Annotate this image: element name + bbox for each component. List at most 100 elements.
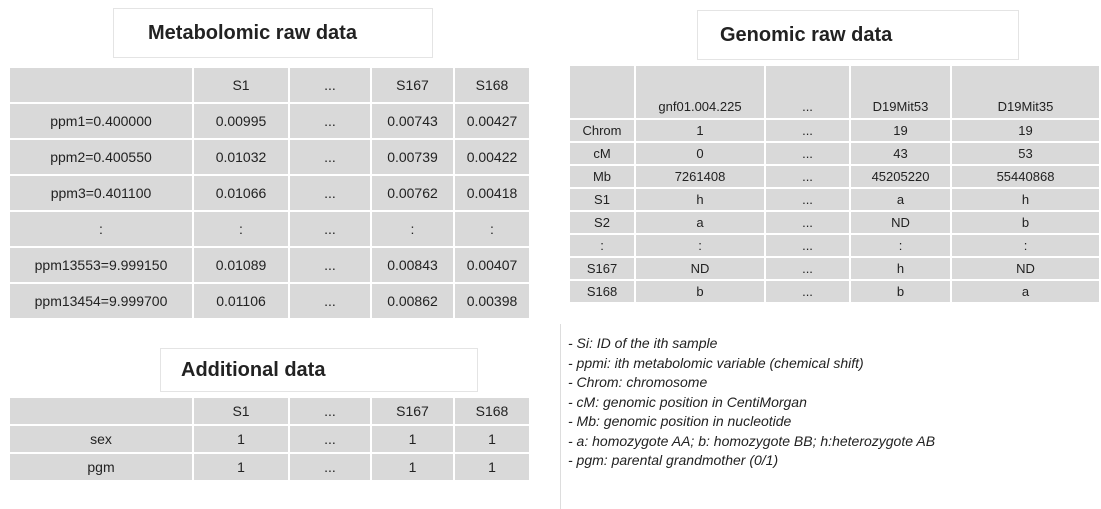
genomic-table: gnf01.004.225... D19Mit53 D19Mit35 Chrom 1..…	[568, 64, 1101, 304]
cell: 53	[950, 141, 1101, 166]
header-cell: S167	[370, 66, 455, 104]
cell: 45205220	[849, 164, 952, 189]
cell: b	[634, 279, 766, 304]
header-row: gnf01.004.225... D19Mit53 D19Mit35	[568, 64, 1101, 120]
row-label: Chrom	[568, 118, 636, 143]
cell: h	[634, 187, 766, 212]
legend-line: - Mb: genomic position in nucleotide	[568, 413, 792, 429]
cell: 0.01066	[192, 174, 290, 212]
cell: :	[950, 233, 1101, 258]
cell: ...	[764, 210, 851, 235]
legend-line: - pgm: parental grandmother (0/1)	[568, 452, 779, 468]
row-label: ppm13454=9.999700	[8, 282, 194, 320]
header-cell: S1	[192, 396, 290, 426]
row: S167 ND... h ND	[568, 256, 1101, 281]
cell: ...	[288, 452, 372, 482]
corner-cell	[8, 396, 194, 426]
cell: ...	[288, 174, 372, 212]
cell: a	[634, 210, 766, 235]
cell: ...	[764, 256, 851, 281]
cell: 1	[634, 118, 766, 143]
cell: 0.00743	[370, 102, 455, 140]
cell: ...	[288, 102, 372, 140]
cell: 0.00862	[370, 282, 455, 320]
cell: ...	[764, 279, 851, 304]
cell: 43	[849, 141, 952, 166]
row-label: S168	[568, 279, 636, 304]
row: cM 0... 43 53	[568, 141, 1101, 166]
cell: ...	[288, 282, 372, 320]
row-label: pgm	[8, 452, 194, 482]
cell: 0.01032	[192, 138, 290, 176]
row: ppm1=0.400000 0.00995... 0.00743 0.00427	[8, 102, 531, 140]
cell: ...	[288, 210, 372, 248]
cell: 0.01106	[192, 282, 290, 320]
cell: 0.00422	[453, 138, 531, 176]
cell: 7261408	[634, 164, 766, 189]
row-label: ppm3=0.401100	[8, 174, 194, 212]
legend-line: - ppmi: ith metabolomic variable (chemic…	[568, 354, 864, 371]
header-cell: ...	[764, 64, 851, 120]
cell: 0.00995	[192, 102, 290, 140]
cell: ...	[764, 141, 851, 166]
cell: ND	[950, 256, 1101, 281]
cell: 19	[950, 118, 1101, 143]
cell: :	[849, 233, 952, 258]
row-label: sex	[8, 424, 194, 454]
row-label: ppm2=0.400550	[8, 138, 194, 176]
cell: ND	[634, 256, 766, 281]
cell: ...	[288, 246, 372, 284]
row-label: :	[568, 233, 636, 258]
cell: 0.00398	[453, 282, 531, 320]
title-box: Metabolomic raw data	[113, 8, 433, 58]
cell: 55440868	[950, 164, 1101, 189]
row: ::...::	[8, 210, 531, 248]
row-label: S167	[568, 256, 636, 281]
cell: ...	[288, 424, 372, 454]
row: Chrom 1... 19 19	[568, 118, 1101, 143]
cell: b	[950, 210, 1101, 235]
row: ppm13553=9.999150 0.01089... 0.00843 0.0040…	[8, 246, 531, 284]
row-label: Mb	[568, 164, 636, 189]
header-cell: S167	[370, 396, 455, 426]
cell: 1	[370, 452, 455, 482]
row: sex 1... 1 1	[8, 424, 531, 454]
legend-line: - Si: ID of the ith sample	[568, 335, 718, 351]
cell: a	[950, 279, 1101, 304]
row: pgm 1... 1 1	[8, 452, 531, 482]
legend-line: - cM: genomic position in CentiMorgan	[568, 393, 807, 410]
cell: 1	[192, 452, 290, 482]
header-cell: ...	[288, 66, 372, 104]
cell: a	[849, 187, 952, 212]
cell: ...	[764, 233, 851, 258]
title-box: Additional data	[160, 348, 478, 392]
corner-cell	[568, 64, 636, 120]
cell: 1	[192, 424, 290, 454]
cell: h	[950, 187, 1101, 212]
cell: ...	[764, 164, 851, 189]
header-cell: ...	[288, 396, 372, 426]
row: ppm13454=9.999700 0.01106... 0.00862 0.0039…	[8, 282, 531, 320]
cell: ND	[849, 210, 952, 235]
legend-line: - Chrom: chromosome	[568, 374, 708, 390]
row: S2 a... ND b	[568, 210, 1101, 235]
row-label: cM	[568, 141, 636, 166]
cell: :	[370, 210, 455, 248]
cell: 0.00418	[453, 174, 531, 212]
header-cell: S168	[453, 66, 531, 104]
divider	[560, 324, 561, 509]
additional-table: S1... S167 S168 sex 1... 1 1 pgm 1... 1 1	[8, 396, 531, 482]
cell: 0.00843	[370, 246, 455, 284]
cell: 0	[634, 141, 766, 166]
header-cell: D19Mit53	[849, 64, 952, 120]
row-label: S1	[568, 187, 636, 212]
title-box: Genomic raw data	[697, 10, 1019, 60]
row-label: ppm13553=9.999150	[8, 246, 194, 284]
cell: ...	[764, 118, 851, 143]
metabolomic-table: S1... S167 S168 ppm1=0.400000 0.00995... 0.00…	[8, 66, 531, 320]
row: ppm2=0.400550 0.01032... 0.00739 0.00422	[8, 138, 531, 176]
cell: 1	[453, 452, 531, 482]
cell: 19	[849, 118, 952, 143]
row: S168 b... b a	[568, 279, 1101, 304]
